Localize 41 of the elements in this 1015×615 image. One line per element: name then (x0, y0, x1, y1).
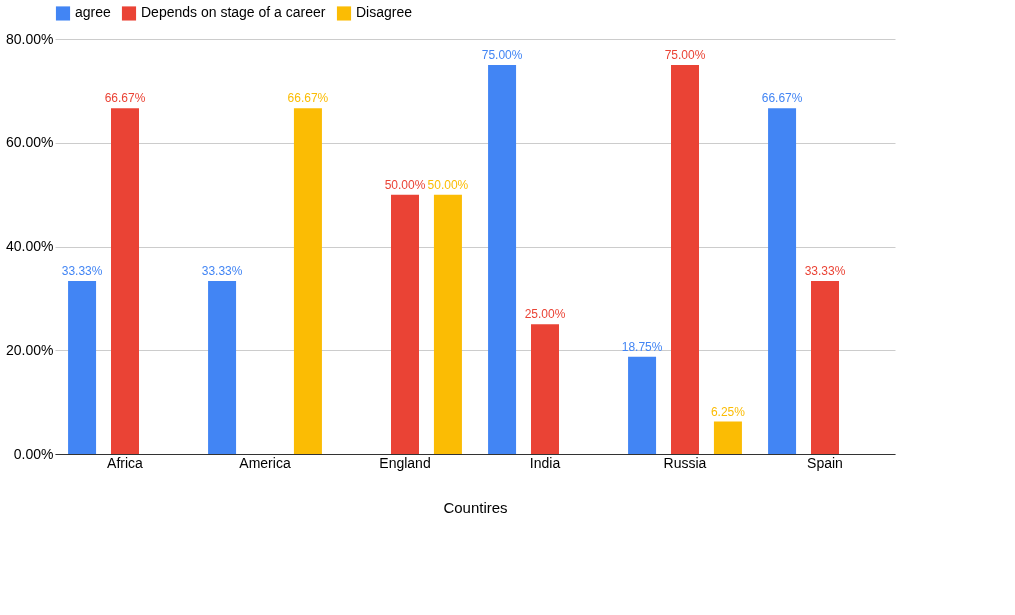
x-tick-label: Russia (663, 454, 707, 471)
data-label: 75.00% (664, 47, 706, 62)
data-label: 25.00% (524, 307, 566, 322)
data-label: 50.00% (427, 177, 469, 192)
x-axis-title: Countires (443, 498, 508, 516)
data-label: 33.33% (804, 264, 846, 279)
data-label: 75.00% (481, 47, 523, 62)
data-label: 18.75% (621, 339, 663, 354)
x-tick-label: Spain (807, 454, 843, 471)
data-label: 33.33% (61, 264, 103, 279)
x-tick-label: America (239, 454, 291, 471)
y-tick-label: 20.00% (6, 341, 54, 358)
bar (488, 64, 517, 454)
y-tick-label: 80.00% (6, 30, 54, 47)
y-tick-label: 60.00% (6, 134, 54, 151)
data-label: 66.67% (104, 91, 146, 106)
bar (671, 64, 699, 454)
bar (293, 108, 322, 454)
data-label: 33.33% (201, 264, 243, 279)
bar (68, 281, 97, 454)
y-tick-label: 40.00% (6, 238, 54, 254)
data-label: 66.67% (287, 91, 329, 106)
bar (391, 194, 419, 454)
bar (768, 108, 797, 454)
legend-label: Disagree (356, 4, 413, 21)
legend-label: Depends on stage of a career (141, 4, 326, 21)
x-tick-label: India (529, 454, 561, 471)
data-label: 6.25% (710, 404, 746, 419)
bar (713, 421, 742, 454)
bar (111, 108, 139, 454)
data-label: 66.67% (761, 91, 803, 106)
x-tick-label: England (379, 454, 431, 471)
bar (811, 281, 839, 454)
bar (531, 324, 559, 454)
bar (628, 356, 657, 454)
x-tick-label: Africa (107, 454, 144, 471)
bar (433, 194, 462, 454)
legend-label: agree (75, 4, 112, 21)
bar (208, 281, 237, 454)
data-label: 50.00% (384, 177, 426, 192)
y-tick-label: 0.00% (13, 445, 54, 462)
